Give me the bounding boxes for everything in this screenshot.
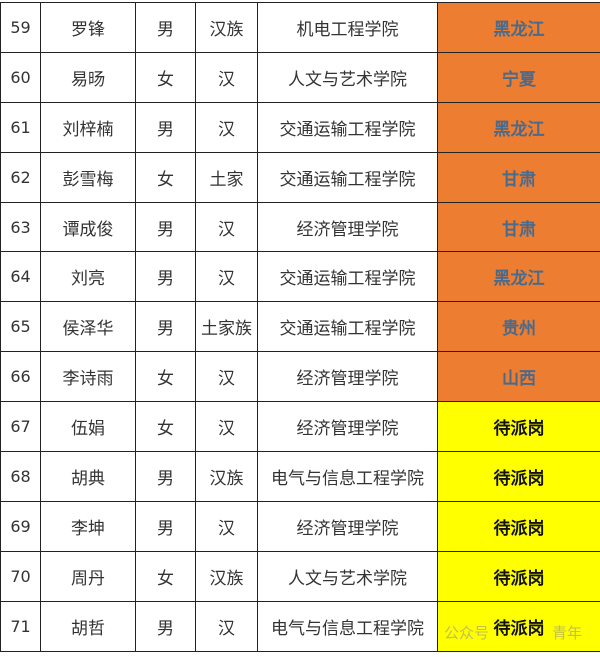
ethnicity-cell: 汉 xyxy=(195,500,258,552)
college-cell: 交通运输工程学院 xyxy=(257,151,438,203)
college-cell: 人文与艺术学院 xyxy=(257,51,438,103)
destination-cell: 待派岗 xyxy=(437,500,600,552)
destination-cell: 山西 xyxy=(437,351,600,403)
college-cell: 交通运输工程学院 xyxy=(257,101,438,153)
gender-cell: 男 xyxy=(135,500,196,552)
table-row: 63 谭成俊男汉经济管理学院 甘肃 xyxy=(0,201,600,253)
row-number-cell: 60 xyxy=(0,51,41,103)
student-name-cell: 胡典 xyxy=(40,451,136,502)
ethnicity-cell: 汉族 xyxy=(195,2,258,53)
ethnicity-cell: 汉 xyxy=(195,351,258,403)
student-name-cell: 易旸 xyxy=(40,51,136,103)
table-row: 59 罗锋男汉族 机电工程学院 黑龙江 xyxy=(0,2,600,53)
gender-cell: 男 xyxy=(135,301,196,353)
destination-cell: 甘肃 xyxy=(437,151,600,203)
college-cell: 人文与艺术学院 xyxy=(257,550,438,602)
college-cell: 机电工程学院 xyxy=(257,2,438,53)
student-name-cell: 谭成俊 xyxy=(40,201,136,253)
student-name-cell: 罗锋 xyxy=(40,2,136,53)
row-number-cell: 68 xyxy=(0,451,41,502)
destination-cell: 黑龙江 xyxy=(437,101,600,153)
ethnicity-cell: 汉 xyxy=(195,600,258,652)
college-cell: 电气与信息工程学院 xyxy=(257,451,438,502)
student-name-cell: 刘梓楠 xyxy=(40,101,136,153)
student-name-cell: 李诗雨 xyxy=(40,351,136,403)
student-name-cell: 刘亮 xyxy=(40,251,136,303)
college-cell: 交通运输工程学院 xyxy=(257,301,438,353)
row-number-cell: 69 xyxy=(0,500,41,552)
student-name-cell: 伍娟 xyxy=(40,401,136,453)
row-number-cell: 70 xyxy=(0,550,41,602)
gender-cell: 男 xyxy=(135,201,196,253)
destination-cell: 宁夏 xyxy=(437,51,600,103)
destination-cell: 待派岗 xyxy=(437,451,600,502)
gender-cell: 男 xyxy=(135,451,196,502)
table-row: 70 周丹女汉族 人文与艺术学院 待派岗 xyxy=(0,550,600,602)
gender-cell: 男 xyxy=(135,2,196,53)
gender-cell: 女 xyxy=(135,550,196,602)
gender-cell: 女 xyxy=(135,401,196,453)
table-row: 62 彭雪梅女土家 交通运输工程学院 甘肃 xyxy=(0,151,600,203)
row-number-cell: 66 xyxy=(0,351,41,403)
table-row: 64 刘亮男汉交通运输工程学院 黑龙江 xyxy=(0,251,600,303)
table-row: 60 易旸女汉人文与艺术学院 宁夏 xyxy=(0,51,600,103)
row-number-cell: 63 xyxy=(0,201,41,253)
table-row: 69 李坤男汉经济管理学院 待派岗 xyxy=(0,500,600,552)
gender-cell: 男 xyxy=(135,600,196,652)
destination-cell: 黑龙江 xyxy=(437,2,600,53)
student-name-cell: 李坤 xyxy=(40,500,136,552)
student-name-cell: 胡哲 xyxy=(40,600,136,652)
ethnicity-cell: 汉族 xyxy=(195,550,258,602)
destination-cell: 待派岗 xyxy=(437,401,600,453)
student-name-cell: 周丹 xyxy=(40,550,136,602)
student-name-cell: 侯泽华 xyxy=(40,301,136,353)
destination-cell: 贵州 xyxy=(437,301,600,353)
table-row: 66 李诗雨女汉经济管理学院 山西 xyxy=(0,351,600,403)
destination-cell: 待派岗 xyxy=(437,550,600,602)
college-cell: 经济管理学院 xyxy=(257,401,438,453)
gender-cell: 女 xyxy=(135,351,196,403)
table-row: 68 胡典男汉族 电气与信息工程学院 待派岗 xyxy=(0,451,600,502)
destination-cell: 甘肃 xyxy=(437,201,600,253)
ethnicity-cell: 汉 xyxy=(195,101,258,153)
table-row: 71 胡哲男汉电气与信息工程学院 待派岗 xyxy=(0,600,600,652)
row-number-cell: 65 xyxy=(0,301,41,353)
row-number-cell: 62 xyxy=(0,151,41,203)
college-cell: 经济管理学院 xyxy=(257,351,438,403)
ethnicity-cell: 汉 xyxy=(195,401,258,453)
row-number-cell: 64 xyxy=(0,251,41,303)
college-cell: 经济管理学院 xyxy=(257,500,438,552)
ethnicity-cell: 土家族 xyxy=(195,301,258,353)
gender-cell: 女 xyxy=(135,51,196,103)
ethnicity-cell: 汉 xyxy=(195,51,258,103)
college-cell: 电气与信息工程学院 xyxy=(257,600,438,652)
ethnicity-cell: 土家 xyxy=(195,151,258,203)
student-name-cell: 彭雪梅 xyxy=(40,151,136,203)
row-number-cell: 59 xyxy=(0,2,41,53)
gender-cell: 女 xyxy=(135,151,196,203)
table-row: 67 伍娟女汉经济管理学院 待派岗 xyxy=(0,401,600,453)
college-cell: 经济管理学院 xyxy=(257,201,438,253)
college-cell: 交通运输工程学院 xyxy=(257,251,438,303)
destination-cell: 待派岗 xyxy=(437,600,600,652)
ethnicity-cell: 汉 xyxy=(195,201,258,253)
table-row: 65 侯泽华男土家族 交通运输工程学院 贵州 xyxy=(0,301,600,353)
row-number-cell: 61 xyxy=(0,101,41,153)
row-number-cell: 71 xyxy=(0,600,41,652)
gender-cell: 男 xyxy=(135,251,196,303)
row-number-cell: 67 xyxy=(0,401,41,453)
table-row: 61 刘梓楠男汉交通运输工程学院 黑龙江 xyxy=(0,101,600,153)
destination-cell: 黑龙江 xyxy=(437,251,600,303)
ethnicity-cell: 汉 xyxy=(195,251,258,303)
ethnicity-cell: 汉族 xyxy=(195,451,258,502)
gender-cell: 男 xyxy=(135,101,196,153)
